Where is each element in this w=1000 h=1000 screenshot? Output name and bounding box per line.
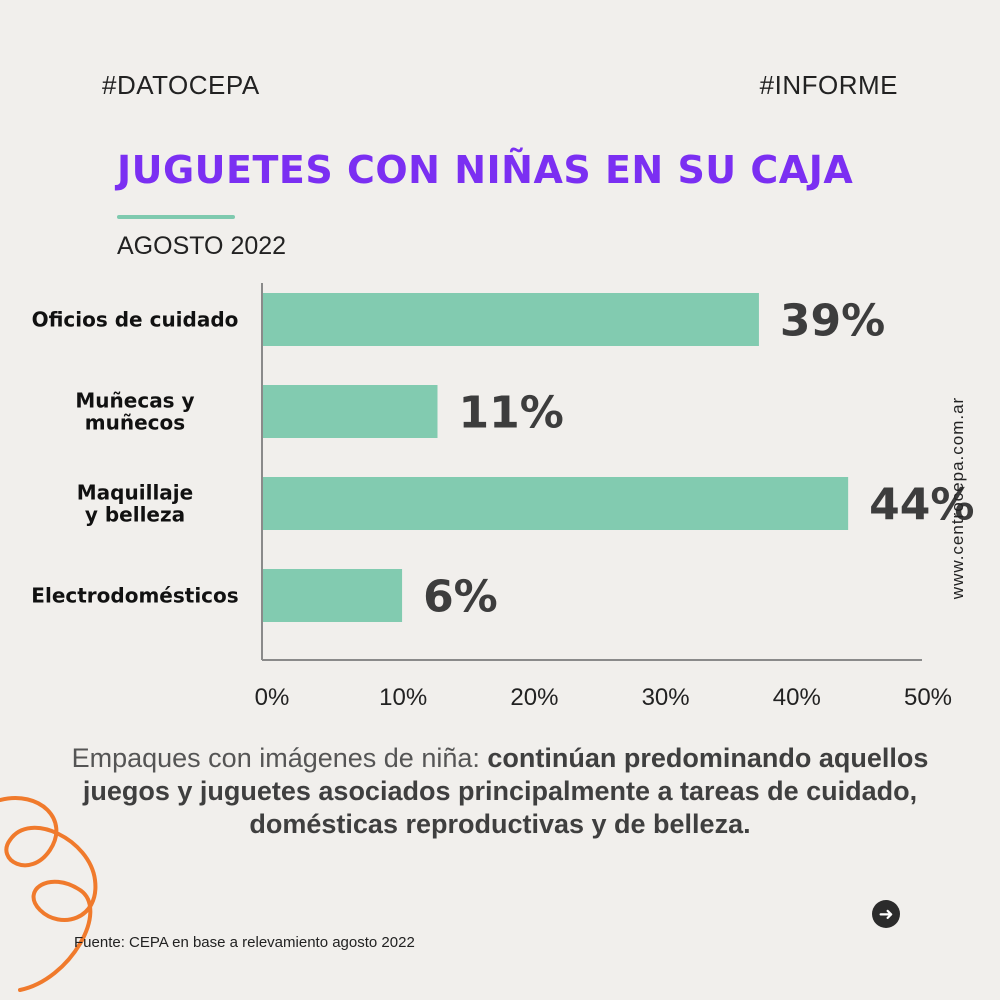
x-tick-label-4: 40% (773, 684, 821, 711)
category-label-1: Muñecas y muñecos (75, 389, 194, 435)
hashtag-informe: #INFORME (759, 70, 898, 100)
bar-2 (263, 477, 849, 530)
source-note: Fuente: CEPA en base a relevamiento agos… (74, 934, 415, 951)
x-tick-label-3: 30% (642, 684, 690, 711)
category-label-0: Oficios de cuidado (32, 308, 239, 332)
category-label-3: Electrodomésticos (31, 584, 238, 608)
caption-emphasis: continúan predominando aquellos juegos y… (82, 743, 929, 839)
caption-intro: Empaques con imágenes de niña: (71, 743, 488, 773)
page-title: JUGUETES CON NIÑAS EN SU CAJA (117, 148, 854, 192)
x-tick-label-1: 10% (379, 684, 427, 711)
category-label-2: Maquillaje y belleza (77, 481, 193, 527)
data-label-2: 44% (869, 480, 974, 531)
website-url: www.centrocepa.com.ar (948, 396, 967, 600)
data-label-1: 11% (458, 388, 563, 439)
bar-0 (263, 293, 759, 346)
x-tick-label-2: 20% (510, 684, 558, 711)
bar-1 (263, 385, 438, 438)
decorative-scribble (0, 796, 98, 992)
hashtag-datocepa: #DATOCEPA (102, 70, 260, 100)
page-subtitle: AGOSTO 2022 (117, 232, 287, 260)
x-tick-label-5: 50% (904, 684, 952, 711)
next-arrow-icon[interactable]: ➜ (872, 900, 900, 928)
bar-chart: 39% Oficios de cuidado 11% Muñecas y muñecos… (31, 283, 974, 711)
x-tick-label-0: 0% (255, 684, 290, 711)
title-underline (117, 215, 235, 219)
bar-3 (263, 569, 403, 622)
data-label-0: 39% (780, 296, 885, 347)
data-label-3: 6% (423, 572, 498, 623)
caption: Empaques con imágenes de niña: continúan… (60, 742, 940, 841)
